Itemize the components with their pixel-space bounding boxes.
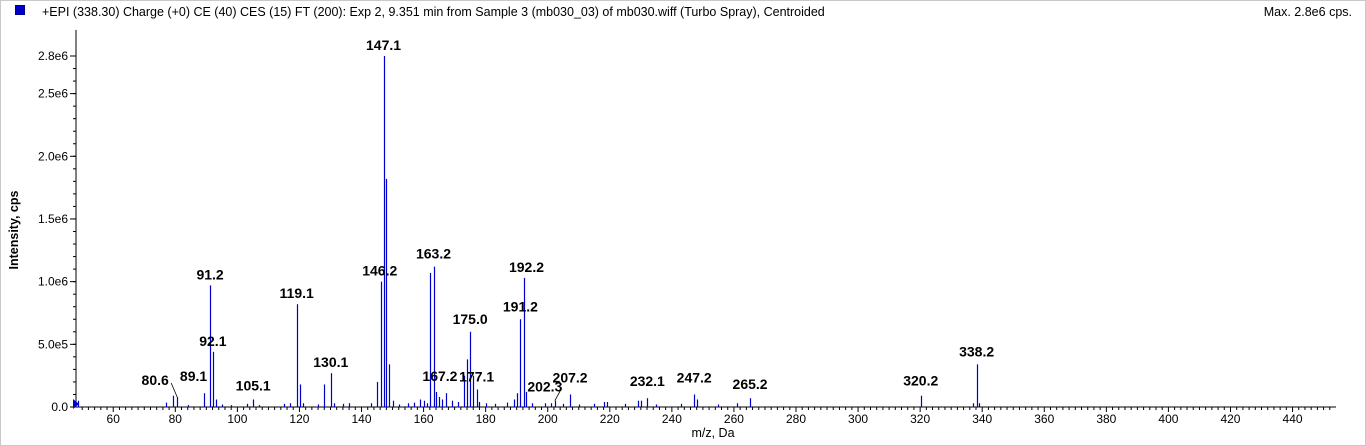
x-tick-label: 160 — [414, 412, 434, 426]
peak-label: 80.6 — [142, 372, 169, 388]
x-tick-label: 400 — [1158, 412, 1178, 426]
peak-label: 105.1 — [236, 377, 271, 393]
x-tick-label: 120 — [289, 412, 309, 426]
peak-label: 119.1 — [280, 285, 314, 301]
x-tick-label: 380 — [1096, 412, 1116, 426]
peak-label: 92.1 — [199, 333, 226, 349]
x-tick-label: 240 — [662, 412, 682, 426]
y-tick-label: 2.8e6 — [38, 49, 68, 63]
x-tick-label: 360 — [1034, 412, 1054, 426]
y-tick-label: 1.0e6 — [38, 275, 68, 289]
max-intensity-label: Max. 2.8e6 cps. — [1263, 5, 1352, 19]
y-tick-label: 2.0e6 — [38, 149, 68, 163]
peak-label: 146.2 — [362, 263, 397, 279]
x-tick-label: 60 — [107, 412, 121, 426]
peak-label: 130.1 — [313, 354, 348, 370]
peak-label: 192.2 — [509, 259, 544, 275]
x-tick-label: 280 — [786, 412, 806, 426]
x-tick-label: 200 — [538, 412, 558, 426]
y-tick-label: 1.5e6 — [38, 212, 68, 226]
peak-label: 202.3 — [527, 379, 562, 395]
peak-label-leader — [170, 382, 178, 398]
peak-label: 177.1 — [459, 368, 494, 384]
peak-label: 89.1 — [180, 368, 207, 384]
y-tick-label: 5.0e5 — [38, 337, 68, 351]
peak-label: 147.1 — [366, 37, 401, 53]
peak-label: 91.2 — [196, 266, 223, 282]
peak-label-leader — [554, 389, 562, 401]
x-tick-label: 140 — [352, 412, 372, 426]
peak-label: 247.2 — [677, 369, 712, 385]
x-tick-label: 300 — [848, 412, 868, 426]
peak-labels: 80.6 89.1 91.2 92.1 105.1 119.1 130.1 146.2 147.… — [142, 37, 994, 401]
y-axis-title: Intensity, cps — [7, 190, 21, 270]
chart-title: +EPI (338.30) Charge (+0) CE (40) CES (1… — [42, 5, 825, 19]
y-tick-label: 0.0 — [51, 400, 68, 414]
peak-label: 338.2 — [959, 343, 994, 359]
x-tick-label: 440 — [1283, 412, 1303, 426]
axes: 60 80 100 120 140 160 180 200 220 240 260 280 300 320… — [38, 30, 1336, 426]
peak-label: 191.2 — [503, 298, 538, 314]
y-tick-label: 2.5e6 — [38, 87, 68, 101]
x-tick-label: 320 — [910, 412, 930, 426]
x-tick-label: 100 — [227, 412, 247, 426]
peak-label: 163.2 — [416, 246, 451, 262]
peak-label: 265.2 — [733, 376, 768, 392]
chart-header: +EPI (338.30) Charge (+0) CE (40) CES (1… — [0, 0, 1366, 24]
x-axis-title: m/z, Da — [691, 426, 735, 440]
x-axis-start-marker — [73, 399, 79, 409]
x-tick-label: 180 — [476, 412, 496, 426]
x-tick-label: 420 — [1220, 412, 1240, 426]
peak-label: 175.0 — [453, 311, 488, 327]
peak-label: 167.2 — [422, 368, 457, 384]
series-swatch[interactable] — [15, 5, 25, 15]
x-tick-label: 260 — [724, 412, 744, 426]
peak-label: 320.2 — [903, 373, 938, 389]
peak-bars — [77, 56, 981, 407]
x-tick-label: 220 — [600, 412, 620, 426]
x-tick-label: 340 — [972, 412, 992, 426]
peak-label: 207.2 — [553, 369, 588, 385]
peak-label: 232.1 — [630, 373, 665, 389]
x-tick-label: 80 — [169, 412, 183, 426]
